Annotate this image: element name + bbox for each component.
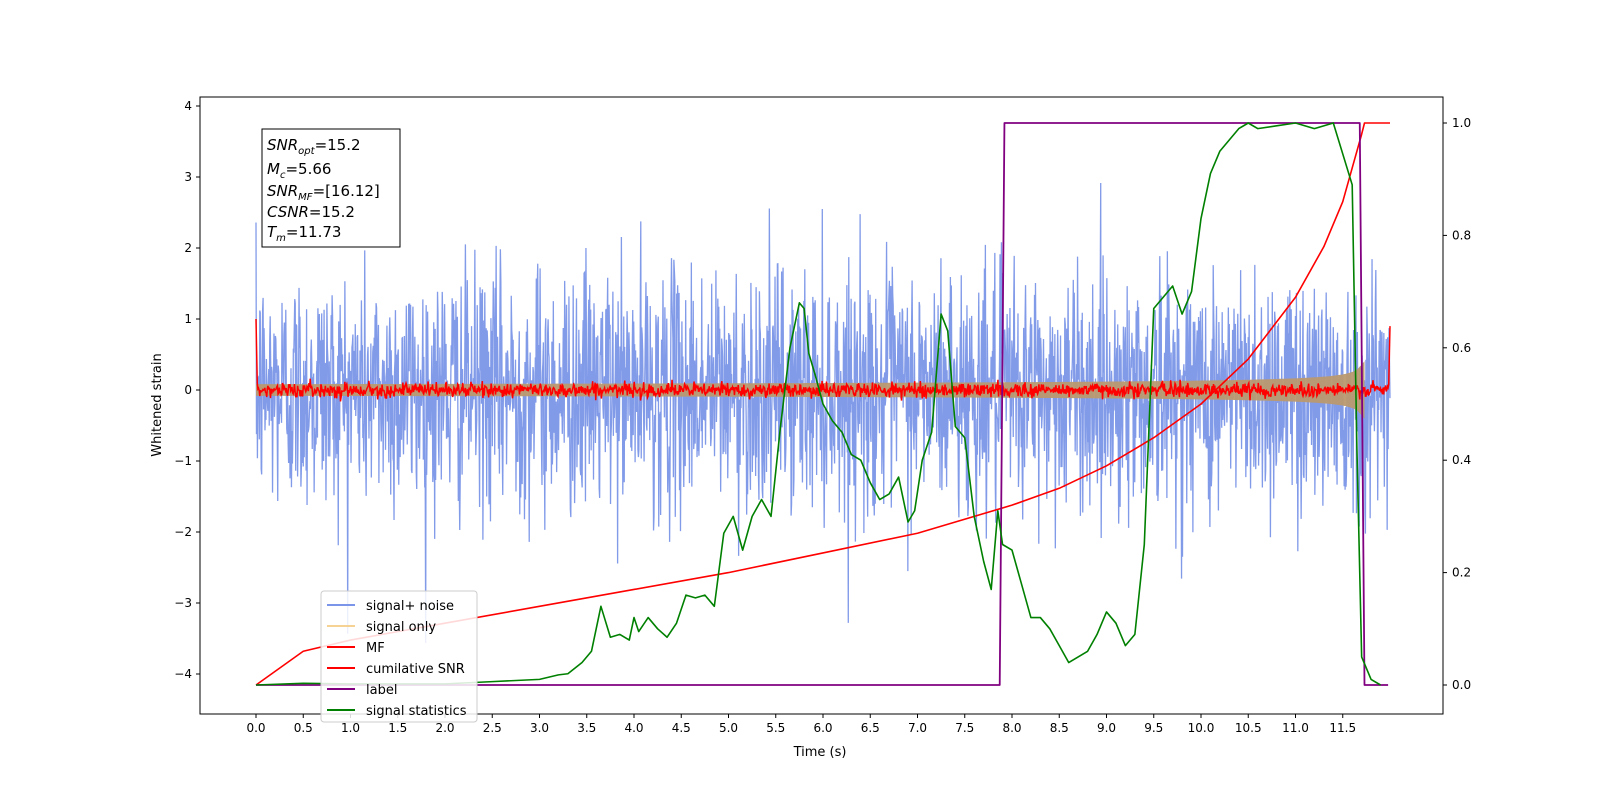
x-tick-label: 11.0 [1282,721,1309,735]
annotation-frame [261,128,401,248]
y-tick-label: −2 [174,525,192,539]
y2-tick-label: 0.8 [1452,228,1471,242]
x-tick-label: 6.5 [861,721,880,735]
x-tick-label: 10.5 [1235,721,1262,735]
annotation-mc: Mc=5.66 [267,160,331,181]
x-tick-label: 1.0 [341,721,360,735]
y2-tick-label: 1.0 [1452,116,1471,130]
x-tick-label: 10.0 [1188,721,1215,735]
annotation-csnr: CSNR=15.2 [267,203,355,221]
y-tick-label: 2 [184,241,192,255]
x-tick-label: 0.5 [294,721,313,735]
x-tick-label: 9.5 [1144,721,1163,735]
y-tick-label: −4 [174,667,192,681]
x-axis-label: Time (s) [793,745,847,760]
axes: 0.0 0.5 1.0 1.5 2.0 2.5 3.0 3.5 4.0 4.5 5.0 5.5 6.0 6… [174,99,1471,735]
x-tick-label: 2.0 [435,721,454,735]
x-tick-label: 5.5 [766,721,785,735]
x-tick-label: 8.0 [1002,721,1021,735]
x-tick-label: 3.0 [530,721,549,735]
y-tick-label: 4 [184,99,192,113]
legend-frame [320,590,478,723]
annotation-box: SNRopt=15.2 Mc=5.66 SNRMF=[16.12] CSNR=1… [261,128,401,248]
y-tick-label: 3 [184,170,192,184]
x-tick-label: 7.0 [908,721,927,735]
x-tick-label: 5.0 [719,721,738,735]
x-tick-label: 1.5 [388,721,407,735]
y-tick-label: 0 [184,383,192,397]
annotation-tm: Tm=11.73 [267,223,341,244]
y2-tick-label: 0.0 [1452,678,1471,692]
y-axis-label: Whitened strain [150,353,165,456]
plot-frame [199,96,1444,715]
x-tick-label: 2.5 [483,721,502,735]
legend-label: label [366,683,397,698]
x-tick-label: 4.5 [672,721,691,735]
legend-label: MF [366,641,385,656]
legend-label: signal only [366,620,436,635]
annotation-snr-opt: SNRopt=15.2 [267,136,361,157]
x-tick-label: 11.5 [1329,721,1356,735]
series-mf-line [255,318,1391,402]
x-tick-label: 4.0 [624,721,643,735]
y-tick-label: 1 [184,312,192,326]
legend-label: cumilative SNR [366,662,465,677]
x-tick-label: 8.5 [1050,721,1069,735]
y2-tick-label: 0.6 [1452,341,1471,355]
annotation-snr-mf: SNRMF=[16.12] [267,182,380,203]
x-tick-label: 7.5 [955,721,974,735]
x-tick-label: 6.0 [813,721,832,735]
x-tick-label: 9.0 [1097,721,1116,735]
y-tick-label: −1 [174,454,192,468]
series-label-line [256,122,1389,686]
x-tick-label: 0.0 [246,721,265,735]
x-tick-label: 3.5 [577,721,596,735]
series-signal-statistics-line [255,122,1381,686]
y2-tick-label: 0.2 [1452,566,1471,580]
y2-tick-label: 0.4 [1452,453,1471,467]
legend: signal+ noise signal only MF cumilative SNR… [320,590,478,723]
y-tick-label: −3 [174,596,192,610]
legend-label: signal statistics [366,704,467,719]
legend-label: signal+ noise [366,599,454,614]
